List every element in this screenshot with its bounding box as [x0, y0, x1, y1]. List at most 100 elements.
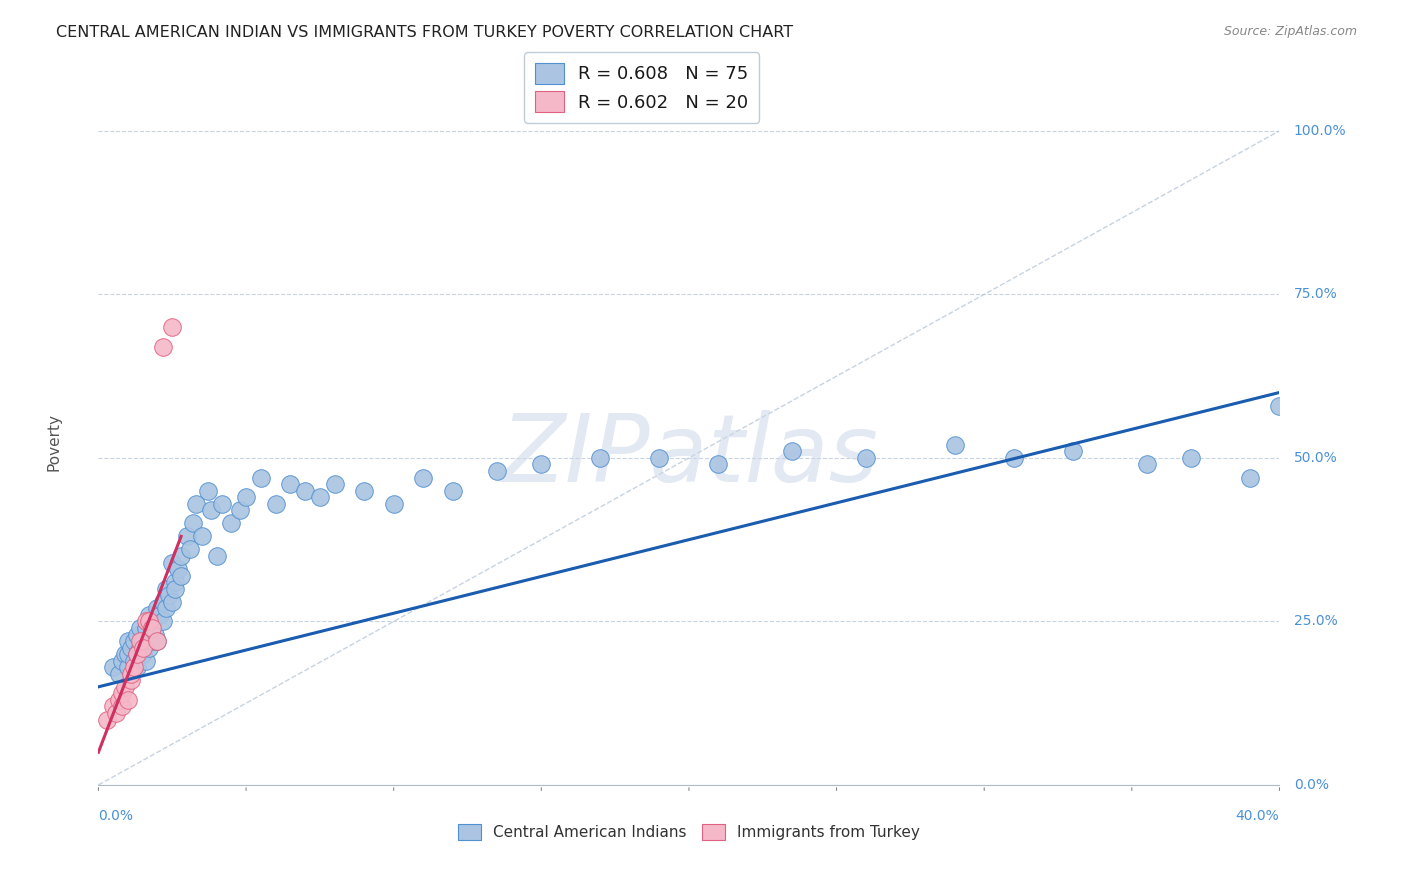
Point — [146, 634, 169, 648]
Point — [165, 575, 187, 590]
Point — [141, 621, 163, 635]
Point — [855, 450, 877, 465]
Text: ZIPatlas: ZIPatlas — [501, 409, 877, 500]
Point — [155, 582, 177, 596]
Point — [108, 666, 131, 681]
Point — [132, 640, 155, 655]
Point — [128, 634, 150, 648]
Point — [197, 483, 219, 498]
Point — [162, 595, 183, 609]
Point — [117, 693, 139, 707]
Point — [294, 483, 316, 498]
Point — [205, 549, 228, 563]
Point — [170, 568, 193, 582]
Point — [125, 660, 148, 674]
Point — [323, 477, 346, 491]
Point — [200, 503, 222, 517]
Point — [162, 320, 183, 334]
Text: 0.0%: 0.0% — [1294, 778, 1329, 792]
Text: 100.0%: 100.0% — [1294, 124, 1347, 138]
Point — [141, 615, 163, 629]
Text: 50.0%: 50.0% — [1294, 450, 1337, 465]
Point — [122, 634, 145, 648]
Point — [111, 686, 134, 700]
Point — [135, 615, 157, 629]
Point — [412, 470, 434, 484]
Point — [1239, 470, 1261, 484]
Point — [103, 660, 125, 674]
Point — [128, 640, 150, 655]
Point — [117, 660, 139, 674]
Point — [138, 607, 160, 622]
Point — [152, 340, 174, 354]
Point — [132, 634, 155, 648]
Point — [264, 497, 287, 511]
Point — [122, 654, 145, 668]
Text: Source: ZipAtlas.com: Source: ZipAtlas.com — [1223, 25, 1357, 38]
Point — [1062, 444, 1084, 458]
Point — [707, 458, 730, 472]
Legend: Central American Indians, Immigrants from Turkey: Central American Indians, Immigrants fro… — [451, 818, 927, 846]
Point — [125, 647, 148, 661]
Point — [149, 607, 172, 622]
Point — [943, 438, 966, 452]
Point — [108, 693, 131, 707]
Point — [589, 450, 612, 465]
Point — [143, 627, 166, 641]
Point — [135, 654, 157, 668]
Text: 75.0%: 75.0% — [1294, 287, 1337, 301]
Point — [184, 497, 207, 511]
Point — [280, 477, 302, 491]
Point — [114, 647, 136, 661]
Point — [138, 640, 160, 655]
Point — [105, 706, 128, 720]
Point — [125, 627, 148, 641]
Point — [125, 647, 148, 661]
Point — [179, 542, 201, 557]
Point — [128, 621, 150, 635]
Point — [111, 654, 134, 668]
Point — [165, 582, 187, 596]
Point — [353, 483, 375, 498]
Point — [211, 497, 233, 511]
Point — [120, 666, 142, 681]
Point — [152, 615, 174, 629]
Point — [235, 490, 257, 504]
Point — [1180, 450, 1202, 465]
Point — [250, 470, 273, 484]
Point — [309, 490, 332, 504]
Point — [157, 588, 180, 602]
Point — [229, 503, 252, 517]
Point — [191, 529, 214, 543]
Point — [1002, 450, 1025, 465]
Point — [138, 615, 160, 629]
Point — [167, 562, 190, 576]
Text: Poverty: Poverty — [46, 412, 60, 471]
Point — [103, 699, 125, 714]
Point — [162, 556, 183, 570]
Point — [181, 516, 204, 531]
Point — [111, 699, 134, 714]
Point — [141, 634, 163, 648]
Point — [135, 621, 157, 635]
Point — [486, 464, 509, 478]
Point — [176, 529, 198, 543]
Point — [152, 595, 174, 609]
Point — [221, 516, 243, 531]
Text: 25.0%: 25.0% — [1294, 615, 1337, 629]
Point — [146, 601, 169, 615]
Text: CENTRAL AMERICAN INDIAN VS IMMIGRANTS FROM TURKEY POVERTY CORRELATION CHART: CENTRAL AMERICAN INDIAN VS IMMIGRANTS FR… — [56, 25, 793, 40]
Point — [170, 549, 193, 563]
Point — [120, 640, 142, 655]
Text: 0.0%: 0.0% — [98, 809, 134, 823]
Point — [1268, 399, 1291, 413]
Point — [146, 634, 169, 648]
Point — [1136, 458, 1159, 472]
Point — [155, 601, 177, 615]
Point — [132, 647, 155, 661]
Point — [96, 713, 118, 727]
Point — [648, 450, 671, 465]
Point — [117, 634, 139, 648]
Point — [117, 647, 139, 661]
Point — [382, 497, 405, 511]
